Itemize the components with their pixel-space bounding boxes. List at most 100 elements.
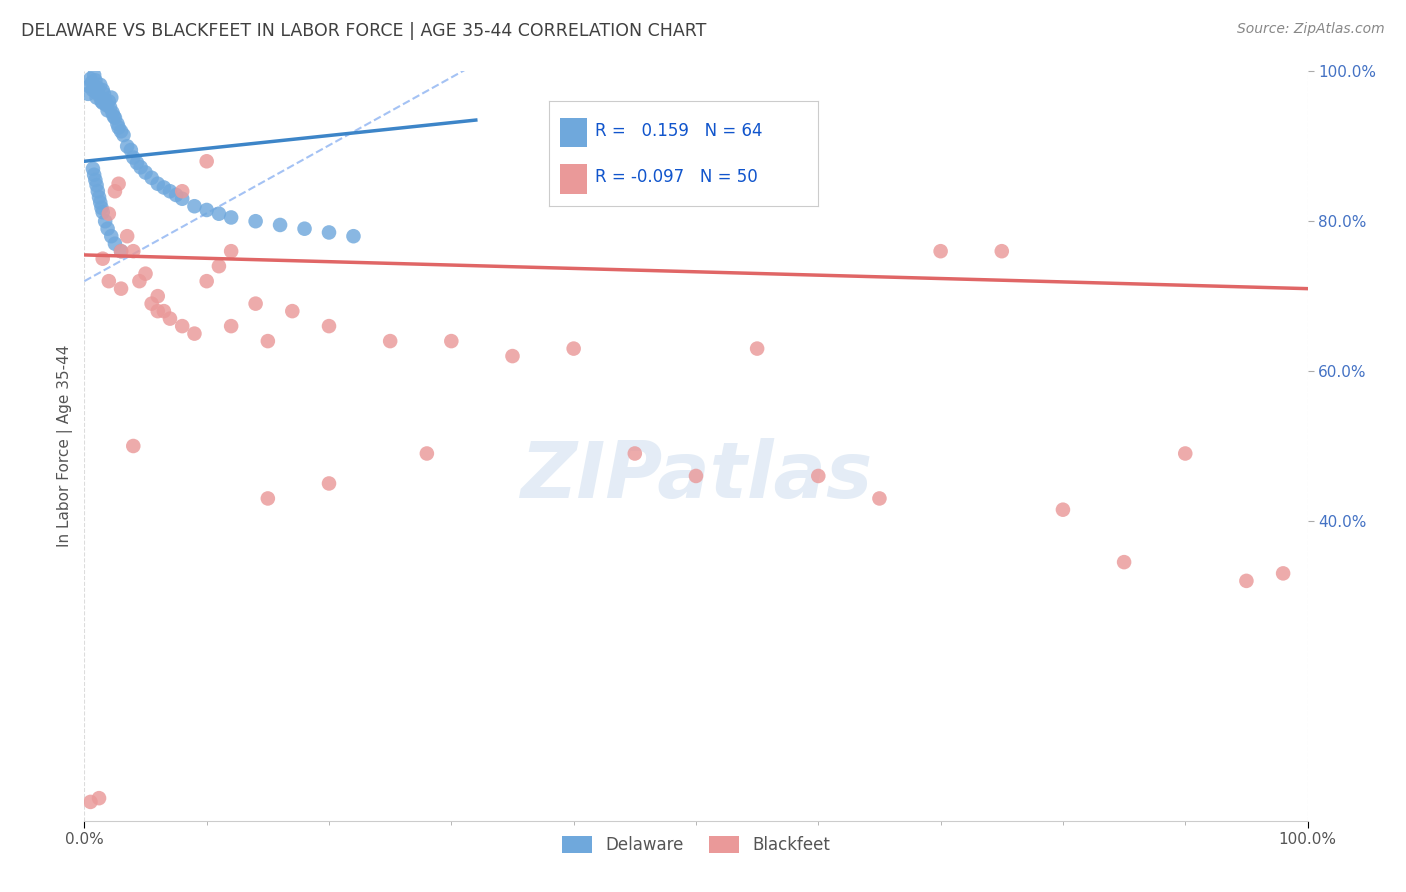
Point xyxy=(110,124,132,138)
Point xyxy=(93,87,115,101)
Point xyxy=(172,319,194,334)
Point xyxy=(146,304,169,318)
Point xyxy=(318,226,340,240)
Point xyxy=(122,439,145,453)
Point xyxy=(172,184,194,198)
Text: DELAWARE VS BLACKFEET IN LABOR FORCE | AGE 35-44 CORRELATION CHART: DELAWARE VS BLACKFEET IN LABOR FORCE | A… xyxy=(21,22,706,40)
Point xyxy=(208,207,231,221)
Point xyxy=(110,244,132,259)
Point xyxy=(87,190,110,204)
Point xyxy=(91,205,114,219)
Point xyxy=(110,282,132,296)
Point xyxy=(869,491,891,506)
Point xyxy=(87,88,110,103)
Point xyxy=(100,90,122,104)
Point xyxy=(104,111,127,125)
Point xyxy=(807,469,830,483)
Point xyxy=(219,319,242,334)
Point xyxy=(80,76,103,90)
Point xyxy=(89,195,111,210)
Text: Source: ZipAtlas.com: Source: ZipAtlas.com xyxy=(1237,22,1385,37)
Point xyxy=(245,214,267,228)
Point xyxy=(83,68,105,82)
Point xyxy=(122,244,145,259)
Point xyxy=(104,184,127,198)
Point xyxy=(97,95,120,109)
Point xyxy=(96,98,118,112)
Point xyxy=(183,199,205,213)
Point xyxy=(159,184,181,198)
Point xyxy=(91,252,114,266)
Point xyxy=(100,229,122,244)
Point xyxy=(97,221,120,235)
Point xyxy=(91,95,114,110)
Point xyxy=(103,109,125,123)
Point xyxy=(107,120,129,135)
Point xyxy=(79,71,101,86)
Point xyxy=(107,177,129,191)
Point xyxy=(159,311,181,326)
Point xyxy=(165,188,187,202)
Point xyxy=(94,93,117,107)
Point xyxy=(195,202,218,217)
Point xyxy=(91,83,114,97)
Point xyxy=(562,342,585,356)
Point xyxy=(172,192,194,206)
Point xyxy=(342,229,364,244)
Point xyxy=(624,446,647,460)
Point xyxy=(79,795,101,809)
Point xyxy=(502,349,524,363)
Point xyxy=(219,211,242,225)
Point xyxy=(929,244,952,259)
Point xyxy=(86,178,108,193)
Point xyxy=(281,304,304,318)
Point xyxy=(97,274,120,288)
Point xyxy=(86,86,108,100)
Point xyxy=(208,259,231,273)
Point xyxy=(183,326,205,341)
Point xyxy=(112,128,135,142)
Point xyxy=(89,78,111,92)
Point xyxy=(82,161,104,176)
Point xyxy=(135,165,157,179)
Point xyxy=(153,304,176,318)
Point xyxy=(122,151,145,165)
Point xyxy=(97,103,120,118)
Point xyxy=(747,342,769,356)
Point xyxy=(195,274,218,288)
Point xyxy=(135,267,157,281)
Legend: Delaware, Blackfeet: Delaware, Blackfeet xyxy=(555,830,837,861)
Point xyxy=(141,170,163,185)
Point xyxy=(87,80,110,95)
Point xyxy=(97,207,120,221)
Point xyxy=(94,214,117,228)
Point xyxy=(115,229,138,244)
Point xyxy=(128,274,150,288)
Point xyxy=(257,334,280,348)
Point xyxy=(245,296,267,310)
Point xyxy=(195,154,218,169)
Point xyxy=(125,155,148,169)
Point xyxy=(294,221,316,235)
Point xyxy=(416,446,439,460)
Point xyxy=(1114,555,1136,569)
Point xyxy=(1272,566,1295,581)
Point xyxy=(991,244,1014,259)
Point xyxy=(84,173,107,187)
Point xyxy=(90,201,112,215)
Point xyxy=(101,105,124,120)
Point xyxy=(77,87,100,101)
Point xyxy=(318,476,340,491)
Point xyxy=(87,184,110,198)
Point xyxy=(84,73,107,87)
Y-axis label: In Labor Force | Age 35-44: In Labor Force | Age 35-44 xyxy=(58,345,73,547)
Point xyxy=(83,168,105,182)
Point xyxy=(105,117,128,131)
Point xyxy=(146,177,169,191)
Point xyxy=(141,296,163,310)
Point xyxy=(104,236,127,251)
Point xyxy=(380,334,402,348)
Point xyxy=(318,319,340,334)
Point xyxy=(219,244,242,259)
Point xyxy=(98,100,121,114)
